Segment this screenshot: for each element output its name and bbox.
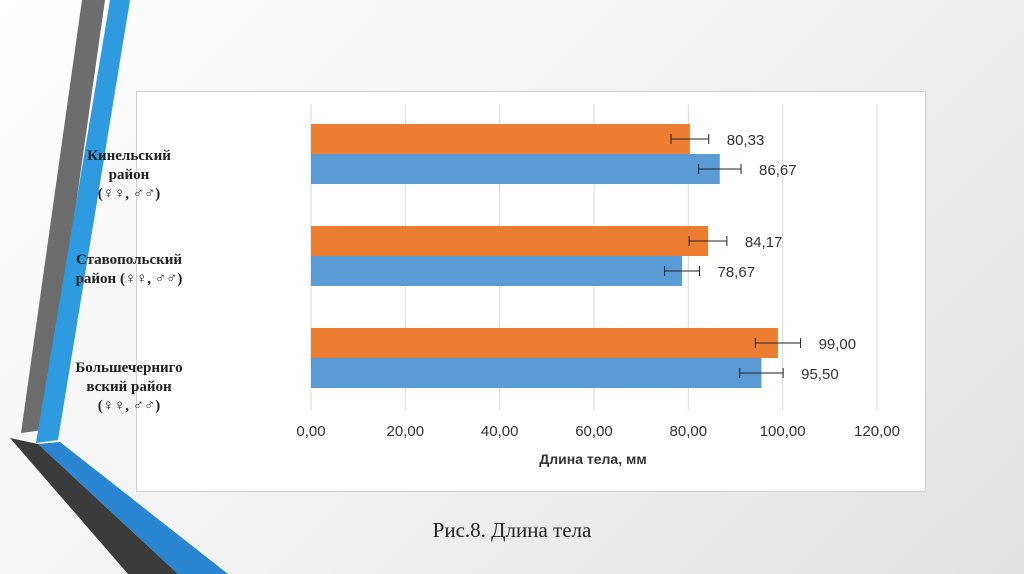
bar bbox=[311, 256, 683, 286]
bars: 80,33 86,67 84,17 78,67 99,00 95,50 bbox=[311, 124, 856, 388]
x-tick-labels: 0,00 20,00 40,00 60,00 80,00 100,00 120,00 bbox=[296, 423, 900, 440]
data-label: 99,00 bbox=[819, 336, 857, 353]
x-axis-label: Длина тела, мм bbox=[539, 451, 646, 467]
dark-wedge-decoration bbox=[10, 438, 178, 574]
data-label: 86,67 bbox=[759, 162, 797, 179]
data-label: 78,67 bbox=[718, 264, 756, 281]
bar bbox=[311, 124, 690, 154]
category-label-line: (♀♀, ♂♂) bbox=[97, 398, 161, 414]
category-label-bolshechernigovsky: Большечерниго вский район (♀♀, ♂♂) bbox=[49, 359, 209, 416]
chart-frame: 80,33 86,67 84,17 78,67 99,00 95,50 0,00 20,00… bbox=[75, 91, 926, 492]
bar bbox=[311, 154, 720, 184]
category-label-line: (♀♀, ♂♂) bbox=[97, 186, 161, 202]
x-tick-label: 120,00 bbox=[854, 423, 900, 440]
data-label: 80,33 bbox=[727, 132, 765, 149]
x-tick-label: 40,00 bbox=[481, 423, 519, 440]
data-label: 95,50 bbox=[801, 366, 839, 383]
blue-stripe-decoration bbox=[36, 0, 130, 443]
data-label: 84,17 bbox=[745, 234, 783, 251]
x-tick-label: 20,00 bbox=[387, 423, 425, 440]
category-label-line: Ставопольский bbox=[75, 252, 183, 268]
bar-chart: 80,33 86,67 84,17 78,67 99,00 95,50 0,00 20,00… bbox=[296, 104, 900, 467]
bar bbox=[311, 358, 762, 388]
gray-stripe-decoration bbox=[21, 0, 105, 433]
bar bbox=[311, 226, 709, 256]
blue-wedge-decoration bbox=[38, 442, 228, 574]
category-label-line: вский район bbox=[86, 379, 172, 395]
x-tick-label: 60,00 bbox=[575, 423, 613, 440]
x-tick-label: 80,00 bbox=[670, 423, 708, 440]
category-label-line: район (♀♀, ♂♂) bbox=[75, 271, 183, 287]
bar bbox=[311, 328, 778, 358]
figure-caption: Рис.8. Длина тела bbox=[432, 518, 592, 542]
category-label-stavropol: Ставопольский район (♀♀, ♂♂) bbox=[49, 251, 209, 289]
category-label-line: район bbox=[108, 167, 150, 183]
x-tick-label: 100,00 bbox=[760, 423, 806, 440]
category-label-line: Большечерниго bbox=[75, 360, 183, 376]
x-tick-label: 0,00 bbox=[296, 423, 325, 440]
category-label-kinel: Кинельский район (♀♀, ♂♂) bbox=[49, 147, 209, 204]
category-label-line: Кинельский bbox=[87, 148, 171, 164]
